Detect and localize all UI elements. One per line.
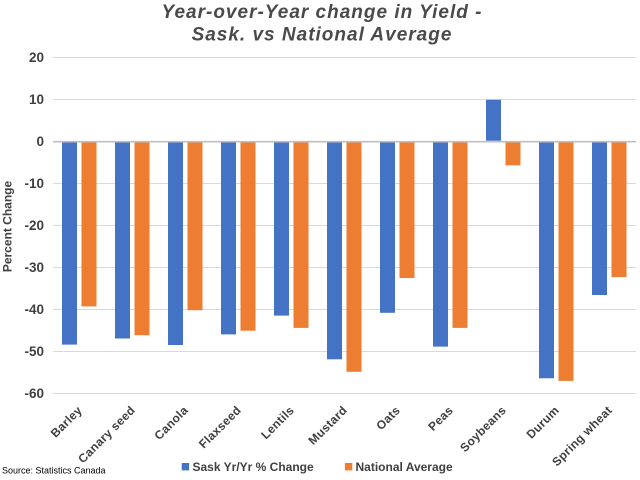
svg-text:National Average: National Average bbox=[356, 460, 453, 474]
svg-text:-60: -60 bbox=[24, 386, 44, 401]
svg-text:-20: -20 bbox=[24, 218, 44, 233]
svg-text:Source: Statistics Canada: Source: Statistics Canada bbox=[2, 466, 106, 476]
svg-text:10: 10 bbox=[29, 92, 44, 107]
svg-text:-30: -30 bbox=[24, 260, 44, 275]
svg-text:Sask Yr/Yr % Change: Sask Yr/Yr % Change bbox=[193, 460, 314, 474]
svg-text:Year-over-Year change in Yield: Year-over-Year change in Yield - bbox=[162, 2, 483, 23]
svg-text:Percent Change: Percent Change bbox=[1, 180, 15, 272]
svg-text:20: 20 bbox=[29, 50, 44, 65]
svg-text:Sask. vs National Average: Sask. vs National Average bbox=[192, 25, 453, 46]
svg-text:0: 0 bbox=[36, 134, 44, 149]
svg-text:-50: -50 bbox=[24, 344, 44, 359]
svg-text:-40: -40 bbox=[24, 302, 44, 317]
svg-text:-10: -10 bbox=[24, 176, 44, 191]
